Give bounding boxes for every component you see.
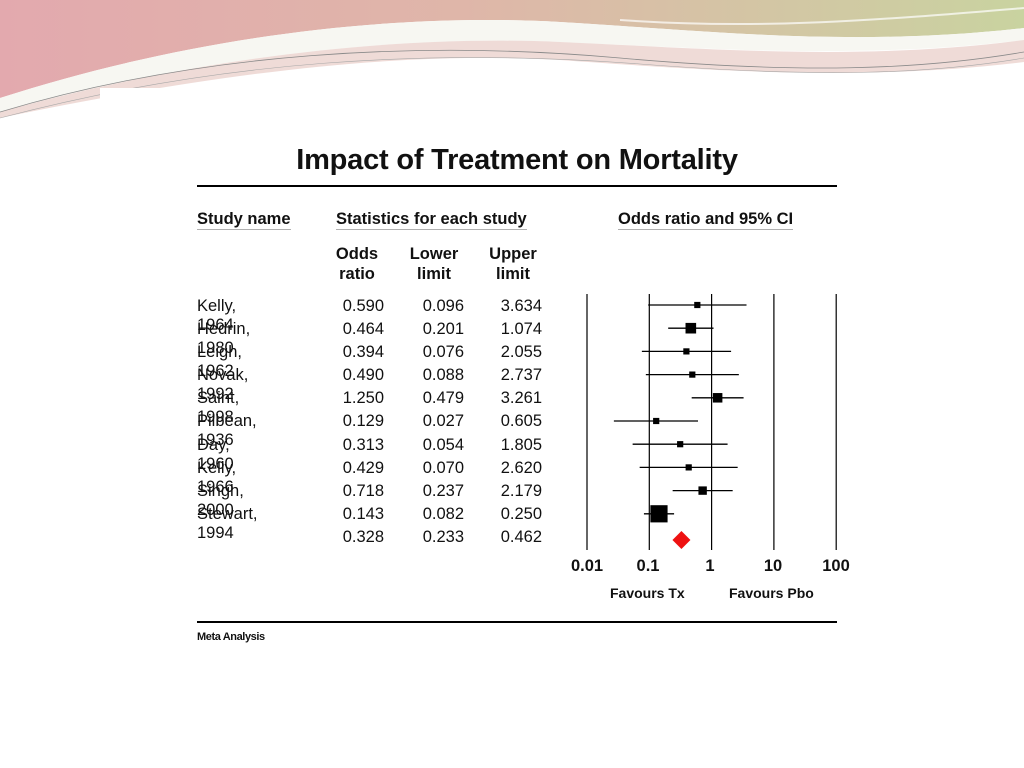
odds-ratio-value: 0.429 [342,459,384,477]
study-name: Leigh, 1962 [197,343,242,380]
lower-limit-value: 0.082 [422,505,464,523]
x-tick-label: 0.1 [636,557,660,575]
upper-limit-value: 0.605 [500,412,542,430]
study-name: Saint, 1998 [197,389,240,426]
favours-tx-label: Favours Tx [610,585,685,601]
slide-panel [100,88,932,700]
header-odds-ratio-ci: Odds ratio and 95% CI [618,210,794,230]
lower-limit-value: 0.027 [422,412,464,430]
study-name: Pilbean, 1936 [197,412,257,449]
study-name: Stewart, 1994 [197,505,258,542]
x-tick-label: 100 [822,557,850,575]
study-marker [685,322,697,334]
summary-lower-limit: 0.233 [422,528,464,546]
odds-ratio-value: 0.464 [342,320,384,338]
lower-limit-value: 0.096 [422,297,464,315]
lower-limit-value: 0.076 [422,343,464,361]
study-name: Kelly, 1964 [197,297,237,334]
study-marker [650,505,668,523]
study-name: Day, 1960 [197,436,234,473]
bottom-rule [197,621,837,623]
odds-ratio-value: 1.250 [342,389,384,407]
upper-limit-value: 2.179 [500,482,542,500]
lower-limit-value: 0.088 [422,366,464,384]
study-marker [712,393,723,403]
decorative-banner [0,0,1024,119]
header-statistics: Statistics for each study [336,210,527,230]
study-name: Kelly, 1966 [197,459,237,496]
lower-limit-value: 0.237 [422,482,464,500]
forest-plot [586,294,837,550]
footer-label: Meta Analysis [197,631,265,643]
summary-odds-ratio: 0.328 [342,528,384,546]
odds-ratio-value: 0.590 [342,297,384,315]
odds-ratio-value: 0.718 [342,482,384,500]
upper-limit-value: 2.620 [500,459,542,477]
upper-limit-value: 0.250 [500,505,542,523]
odds-ratio-value: 0.394 [342,343,384,361]
favours-pbo-label: Favours Pbo [729,585,814,601]
lower-limit-value: 0.201 [422,320,464,338]
lower-limit-value: 0.070 [422,459,464,477]
top-rule [197,185,837,187]
study-marker [685,464,692,471]
study-marker [683,348,690,355]
study-marker [677,441,684,448]
upper-limit-value: 3.634 [500,297,542,315]
study-marker [694,301,701,309]
subheader-odds-ratio: Odds ratio [335,245,379,283]
odds-ratio-value: 0.129 [342,412,384,430]
upper-limit-value: 3.261 [500,389,542,407]
x-tick-label: 1 [705,557,715,575]
summary-diamond [672,531,691,549]
lower-limit-value: 0.054 [422,436,464,454]
subheader-lower-limit: Lower limit [409,245,459,283]
x-tick-label: 10 [763,557,783,575]
odds-ratio-value: 0.143 [342,505,384,523]
upper-limit-value: 2.737 [500,366,542,384]
summary-upper-limit: 0.462 [500,528,542,546]
study-name: Novak, 1992 [197,366,249,403]
study-marker [698,486,707,495]
study-marker [689,371,696,378]
study-name: Singh, 2000 [197,482,244,519]
header-study-name: Study name [197,210,291,230]
upper-limit-value: 1.074 [500,320,542,338]
upper-limit-value: 2.055 [500,343,542,361]
odds-ratio-value: 0.490 [342,366,384,384]
study-name: Hedrin, 1980 [197,320,251,357]
subheader-upper-limit: Upper limit [489,245,537,283]
study-marker [653,417,660,425]
odds-ratio-value: 0.313 [342,436,384,454]
upper-limit-value: 1.805 [500,436,542,454]
x-tick-label: 0.01 [570,557,604,575]
chart-title: Impact of Treatment on Mortality [296,144,738,176]
lower-limit-value: 0.479 [422,389,464,407]
